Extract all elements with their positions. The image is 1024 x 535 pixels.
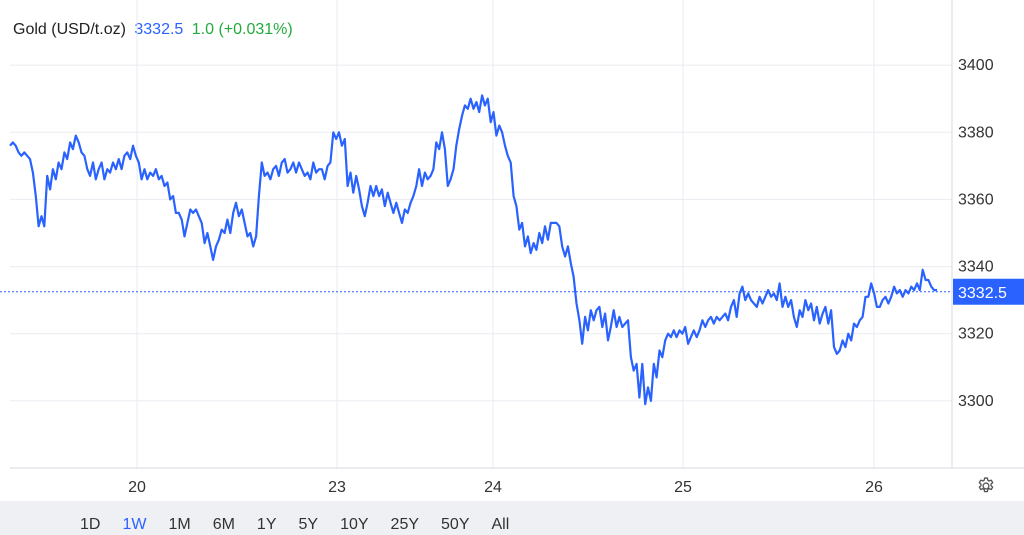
last-price-label: 3332.5 [958, 285, 1007, 302]
range-button-5y[interactable]: 5Y [298, 516, 319, 533]
range-button-all[interactable]: All [491, 516, 510, 533]
y-tick-label: 3380 [958, 124, 994, 141]
range-button-1m[interactable]: 1M [168, 516, 191, 533]
grid [10, 0, 952, 468]
x-tick-label: 25 [674, 479, 692, 496]
x-tick-label: 26 [865, 479, 883, 496]
y-tick-label: 3400 [958, 57, 994, 74]
gear-icon[interactable] [976, 476, 996, 496]
y-tick-label: 3320 [958, 326, 994, 343]
range-button-50y[interactable]: 50Y [441, 516, 470, 533]
y-tick-label: 3340 [958, 259, 994, 276]
instrument-title: Gold (USD/t.oz) [13, 21, 126, 38]
range-button-1d[interactable]: 1D [80, 516, 101, 533]
x-tick-label: 23 [328, 479, 346, 496]
range-button-10y[interactable]: 10Y [340, 516, 369, 533]
price-line [0, 94, 952, 406]
range-button-1y[interactable]: 1Y [256, 516, 277, 533]
range-button-1w[interactable]: 1W [122, 516, 147, 533]
price-series-line [9, 94, 937, 406]
price-chart[interactable]: 3300 3320 3340 3360 3380 3400 20 23 24 25 26 3332.… [0, 0, 1024, 501]
range-button-25y[interactable]: 25Y [390, 516, 420, 533]
range-selector-bar: 1D 1W 1M 6M 1Y 5Y 10Y 25Y 50Y All [0, 501, 1024, 535]
x-tick-label: 20 [128, 479, 146, 496]
last-price-label-box [953, 278, 1024, 305]
y-tick-label: 3360 [958, 191, 994, 208]
labels: 3332.5 [953, 278, 1024, 305]
range-buttons: 1D 1W 1M 6M 1Y 5Y 10Y 25Y 50Y All [80, 515, 520, 535]
y-tick-label: 3300 [958, 393, 994, 410]
chart-header: Gold (USD/t.oz) 3332.5 1.0 (+0.031%) [13, 19, 297, 41]
current-price: 3332.5 [134, 21, 184, 38]
price-change: 1.0 (+0.031%) [191, 21, 293, 38]
x-tick-label: 24 [484, 479, 502, 496]
axes: 3300 3320 3340 3360 3380 3400 20 23 24 25 26 [10, 0, 1024, 496]
range-button-6m[interactable]: 6M [212, 516, 235, 533]
